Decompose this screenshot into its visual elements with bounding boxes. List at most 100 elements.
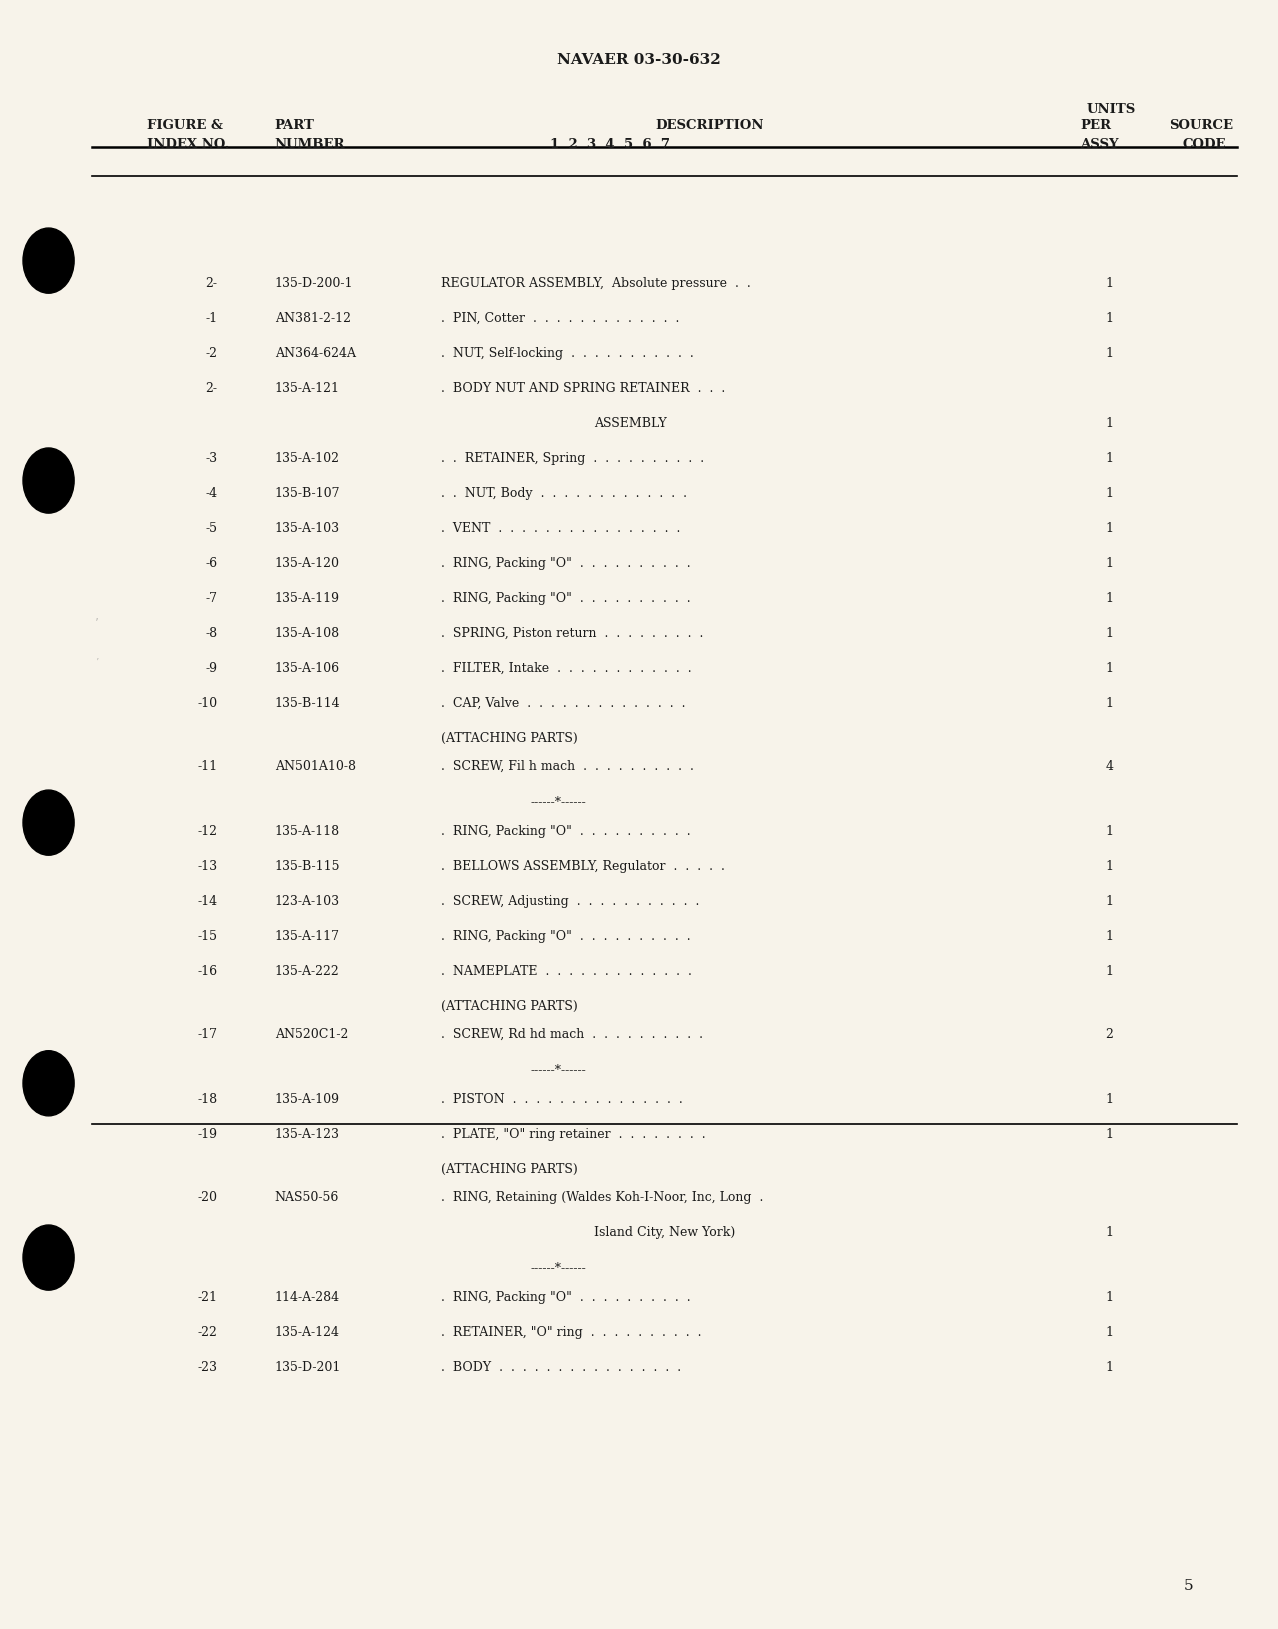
Text: -8: -8: [206, 627, 217, 640]
Text: .  SPRING, Piston return  .  .  .  .  .  .  .  .  .: . SPRING, Piston return . . . . . . . . …: [441, 627, 703, 640]
Text: REGULATOR ASSEMBLY,  Absolute pressure  .  .: REGULATOR ASSEMBLY, Absolute pressure . …: [441, 277, 750, 290]
Text: .  RING, Retaining (Waldes Koh-I-Noor, Inc, Long  .: . RING, Retaining (Waldes Koh-I-Noor, In…: [441, 1191, 763, 1204]
Text: -13: -13: [197, 860, 217, 873]
Text: 1: 1: [1105, 894, 1113, 907]
Circle shape: [23, 448, 74, 513]
Text: 1: 1: [1105, 347, 1113, 360]
Text: -11: -11: [197, 761, 217, 774]
Text: .  .  NUT, Body  .  .  .  .  .  .  .  .  .  .  .  .  .: . . NUT, Body . . . . . . . . . . . . .: [441, 487, 686, 500]
Text: 1: 1: [1105, 661, 1113, 674]
Text: -9: -9: [206, 661, 217, 674]
Circle shape: [23, 1051, 74, 1116]
Text: NUMBER: NUMBER: [275, 138, 345, 151]
Text: 135-A-103: 135-A-103: [275, 521, 340, 534]
Text: 1: 1: [1105, 930, 1113, 943]
Text: NAS50-56: NAS50-56: [275, 1191, 339, 1204]
Text: 1: 1: [1105, 417, 1113, 430]
Text: -12: -12: [197, 824, 217, 837]
Text: -14: -14: [197, 894, 217, 907]
Text: .  RING, Packing "O"  .  .  .  .  .  .  .  .  .  .: . RING, Packing "O" . . . . . . . . . .: [441, 1290, 690, 1303]
Text: -18: -18: [197, 1093, 217, 1106]
Text: .  CAP, Valve  .  .  .  .  .  .  .  .  .  .  .  .  .  .: . CAP, Valve . . . . . . . . . . . . . .: [441, 697, 685, 710]
Text: AN364-624A: AN364-624A: [275, 347, 355, 360]
Text: .  PISTON  .  .  .  .  .  .  .  .  .  .  .  .  .  .  .: . PISTON . . . . . . . . . . . . . . .: [441, 1093, 682, 1106]
Text: 135-D-200-1: 135-D-200-1: [275, 277, 353, 290]
Text: FIGURE &: FIGURE &: [147, 119, 222, 132]
Text: 135-A-102: 135-A-102: [275, 451, 340, 464]
Text: ------*------: ------*------: [530, 1064, 587, 1077]
Text: PER: PER: [1080, 119, 1111, 132]
Text: INDEX NO.: INDEX NO.: [147, 138, 229, 151]
Text: .  SCREW, Fil h mach  .  .  .  .  .  .  .  .  .  .: . SCREW, Fil h mach . . . . . . . . . .: [441, 761, 694, 774]
Text: 135-B-114: 135-B-114: [275, 697, 340, 710]
Text: ASSY: ASSY: [1080, 138, 1118, 151]
Text: .  VENT  .  .  .  .  .  .  .  .  .  .  .  .  .  .  .  .: . VENT . . . . . . . . . . . . . . . .: [441, 521, 680, 534]
Text: 135-B-115: 135-B-115: [275, 860, 340, 873]
Text: .  SCREW, Adjusting  .  .  .  .  .  .  .  .  .  .  .: . SCREW, Adjusting . . . . . . . . . . .: [441, 894, 699, 907]
Text: 1: 1: [1105, 591, 1113, 604]
Text: 135-A-117: 135-A-117: [275, 930, 340, 943]
Text: 1: 1: [1105, 1093, 1113, 1106]
Text: .  NAMEPLATE  .  .  .  .  .  .  .  .  .  .  .  .  .: . NAMEPLATE . . . . . . . . . . . . .: [441, 964, 691, 977]
Text: 135-B-107: 135-B-107: [275, 487, 340, 500]
Text: 114-A-284: 114-A-284: [275, 1290, 340, 1303]
Text: ------*------: ------*------: [530, 1261, 587, 1274]
Text: ’: ’: [95, 658, 98, 668]
Text: SOURCE: SOURCE: [1169, 119, 1233, 132]
Text: 135-A-222: 135-A-222: [275, 964, 340, 977]
Text: 1  2  3  4  5  6  7: 1 2 3 4 5 6 7: [550, 138, 670, 151]
Text: 1: 1: [1105, 557, 1113, 570]
Text: 1: 1: [1105, 964, 1113, 977]
Text: -4: -4: [206, 487, 217, 500]
Text: UNITS: UNITS: [1086, 103, 1136, 116]
Text: AN520C1-2: AN520C1-2: [275, 1028, 348, 1041]
Text: 135-A-118: 135-A-118: [275, 824, 340, 837]
Text: 135-A-121: 135-A-121: [275, 381, 340, 394]
Text: 135-A-106: 135-A-106: [275, 661, 340, 674]
Text: (ATTACHING PARTS): (ATTACHING PARTS): [441, 1000, 578, 1013]
Text: 1: 1: [1105, 697, 1113, 710]
Text: .  RING, Packing "O"  .  .  .  .  .  .  .  .  .  .: . RING, Packing "O" . . . . . . . . . .: [441, 824, 690, 837]
Text: -21: -21: [197, 1290, 217, 1303]
Text: .  NUT, Self-locking  .  .  .  .  .  .  .  .  .  .  .: . NUT, Self-locking . . . . . . . . . . …: [441, 347, 694, 360]
Text: ASSEMBLY: ASSEMBLY: [594, 417, 667, 430]
Text: 1: 1: [1105, 1360, 1113, 1373]
Text: NAVAER 03-30-632: NAVAER 03-30-632: [557, 54, 721, 67]
Text: 1: 1: [1105, 451, 1113, 464]
Text: .  BODY NUT AND SPRING RETAINER  .  .  .: . BODY NUT AND SPRING RETAINER . . .: [441, 381, 725, 394]
Text: 1: 1: [1105, 860, 1113, 873]
Text: 135-A-108: 135-A-108: [275, 627, 340, 640]
Text: .  .  RETAINER, Spring  .  .  .  .  .  .  .  .  .  .: . . RETAINER, Spring . . . . . . . . . .: [441, 451, 704, 464]
Text: .  FILTER, Intake  .  .  .  .  .  .  .  .  .  .  .  .: . FILTER, Intake . . . . . . . . . . . .: [441, 661, 691, 674]
Text: .  BELLOWS ASSEMBLY, Regulator  .  .  .  .  .: . BELLOWS ASSEMBLY, Regulator . . . . .: [441, 860, 725, 873]
Text: 2-: 2-: [206, 381, 217, 394]
Text: .  RETAINER, "O" ring  .  .  .  .  .  .  .  .  .  .: . RETAINER, "O" ring . . . . . . . . . .: [441, 1326, 702, 1339]
Text: -19: -19: [197, 1127, 217, 1140]
Circle shape: [23, 790, 74, 855]
Text: 2-: 2-: [206, 277, 217, 290]
Circle shape: [23, 228, 74, 293]
Text: -2: -2: [206, 347, 217, 360]
Text: PART: PART: [275, 119, 314, 132]
Text: .  RING, Packing "O"  .  .  .  .  .  .  .  .  .  .: . RING, Packing "O" . . . . . . . . . .: [441, 557, 690, 570]
Text: -23: -23: [197, 1360, 217, 1373]
Text: -3: -3: [206, 451, 217, 464]
Text: -1: -1: [206, 313, 217, 324]
Text: 5: 5: [1183, 1579, 1194, 1593]
Text: 2: 2: [1105, 1028, 1113, 1041]
Text: -15: -15: [197, 930, 217, 943]
Text: -6: -6: [206, 557, 217, 570]
Text: .  BODY  .  .  .  .  .  .  .  .  .  .  .  .  .  .  .  .: . BODY . . . . . . . . . . . . . . . .: [441, 1360, 681, 1373]
Text: DESCRIPTION: DESCRIPTION: [656, 119, 763, 132]
Text: 123-A-103: 123-A-103: [275, 894, 340, 907]
Text: .  RING, Packing "O"  .  .  .  .  .  .  .  .  .  .: . RING, Packing "O" . . . . . . . . . .: [441, 930, 690, 943]
Text: .  SCREW, Rd hd mach  .  .  .  .  .  .  .  .  .  .: . SCREW, Rd hd mach . . . . . . . . . .: [441, 1028, 703, 1041]
Text: 135-A-124: 135-A-124: [275, 1326, 340, 1339]
Text: AN381-2-12: AN381-2-12: [275, 313, 350, 324]
Text: 1: 1: [1105, 1127, 1113, 1140]
Text: 1: 1: [1105, 521, 1113, 534]
Text: 135-A-119: 135-A-119: [275, 591, 340, 604]
Text: .  PIN, Cotter  .  .  .  .  .  .  .  .  .  .  .  .  .: . PIN, Cotter . . . . . . . . . . . . .: [441, 313, 680, 324]
Text: -5: -5: [206, 521, 217, 534]
Text: 1: 1: [1105, 1290, 1113, 1303]
